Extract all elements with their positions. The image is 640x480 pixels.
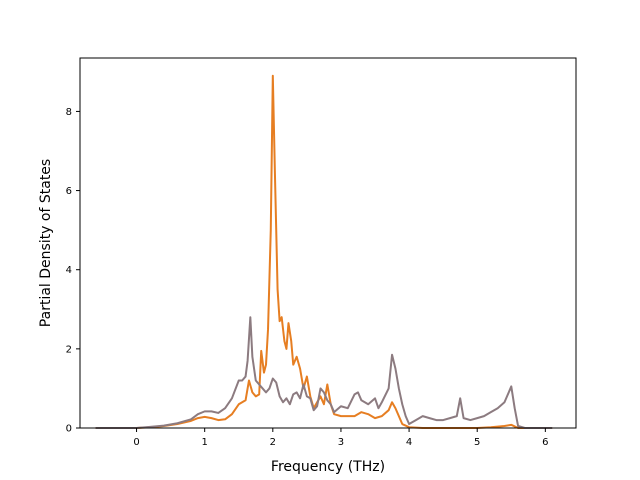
y-tick-label: 2: [66, 344, 72, 355]
x-tick-label: 4: [406, 437, 412, 448]
x-tick-label: 1: [201, 437, 207, 448]
y-tick-label: 6: [66, 186, 72, 197]
x-axis-title: Frequency (THz): [271, 459, 385, 475]
x-axis-ticks: 0 1 2 3 4 5 6: [133, 428, 549, 448]
x-tick-label: 3: [338, 437, 344, 448]
y-tick-label: 8: [66, 107, 72, 118]
series-line-1: [95, 316, 553, 429]
plot-frame: [79, 57, 577, 429]
x-tick-label: 0: [133, 437, 139, 448]
y-axis-title: Partial Density of States: [38, 159, 54, 327]
y-tick-label: 0: [66, 424, 72, 435]
x-tick-label: 5: [474, 437, 480, 448]
plot-lines: [95, 74, 553, 429]
series-line-0: [95, 74, 553, 429]
y-axis-ticks: 0 2 4 6 8: [66, 107, 80, 435]
x-tick-label: 6: [542, 437, 548, 448]
y-tick-label: 4: [66, 265, 72, 276]
x-tick-label: 2: [270, 437, 276, 448]
